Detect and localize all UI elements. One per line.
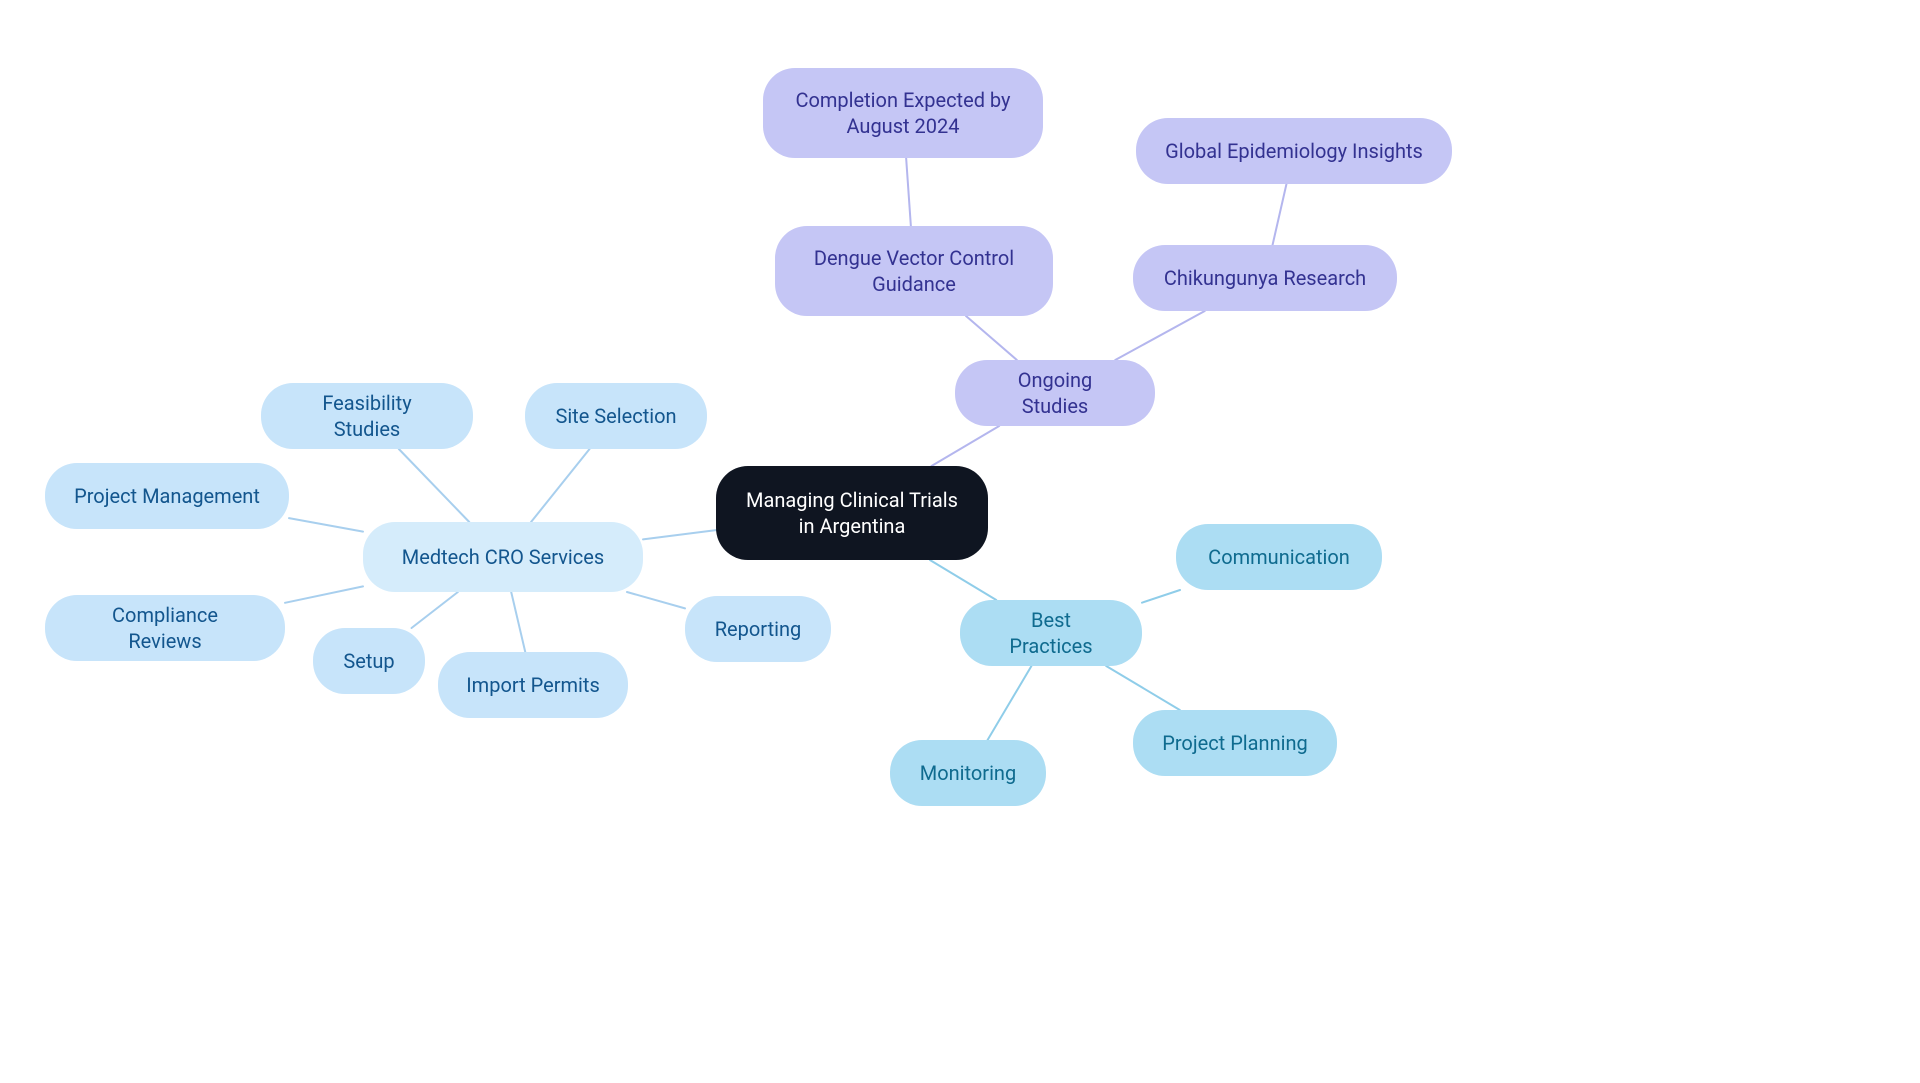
node-siteSelection[interactable]: Site Selection <box>525 383 707 449</box>
edge <box>906 158 911 226</box>
node-compliance[interactable]: Compliance Reviews <box>45 595 285 661</box>
edge <box>1115 311 1204 360</box>
node-feasibility[interactable]: Feasibility Studies <box>261 383 473 449</box>
edge <box>285 586 363 602</box>
node-medtech[interactable]: Medtech CRO Services <box>363 522 643 592</box>
edge <box>1273 184 1287 245</box>
edge <box>966 316 1017 360</box>
node-setup[interactable]: Setup <box>313 628 425 694</box>
node-completion[interactable]: Completion Expected by August 2024 <box>763 68 1043 158</box>
node-bestPractices[interactable]: Best Practices <box>960 600 1142 666</box>
edge <box>1106 666 1180 710</box>
node-monitoring[interactable]: Monitoring <box>890 740 1046 806</box>
node-dengue[interactable]: Dengue Vector Control Guidance <box>775 226 1053 316</box>
node-planning[interactable]: Project Planning <box>1133 710 1337 776</box>
node-projMgmt[interactable]: Project Management <box>45 463 289 529</box>
node-ongoing[interactable]: Ongoing Studies <box>955 360 1155 426</box>
edge <box>930 560 996 600</box>
edge <box>531 449 590 522</box>
node-reporting[interactable]: Reporting <box>685 596 831 662</box>
edge <box>932 426 1000 466</box>
node-epidemiology[interactable]: Global Epidemiology Insights <box>1136 118 1452 184</box>
node-importPermits[interactable]: Import Permits <box>438 652 628 718</box>
edge <box>412 592 458 628</box>
edge <box>289 518 363 531</box>
edge <box>643 530 716 539</box>
edge <box>1142 590 1180 603</box>
edge <box>988 666 1032 740</box>
node-root[interactable]: Managing Clinical Trials in Argentina <box>716 466 988 560</box>
node-communication[interactable]: Communication <box>1176 524 1382 590</box>
edge <box>399 449 469 522</box>
edge <box>511 592 525 652</box>
edge <box>627 592 685 608</box>
node-chikungunya[interactable]: Chikungunya Research <box>1133 245 1397 311</box>
